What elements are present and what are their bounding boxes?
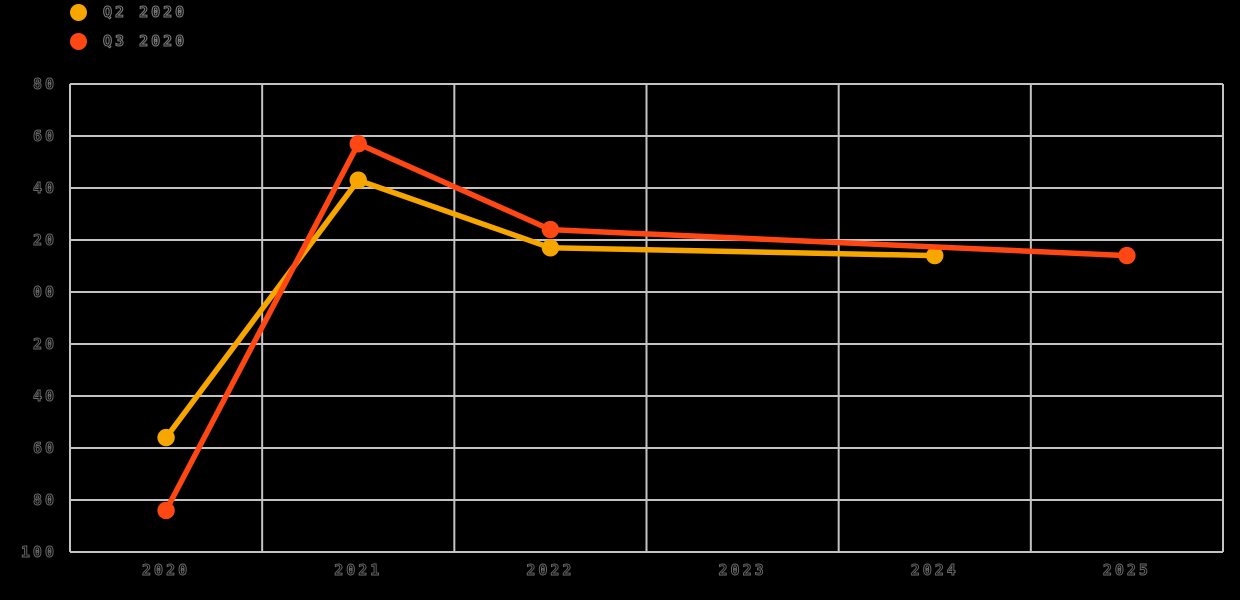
x-axis-tick-label: 2024 (911, 561, 959, 579)
x-axis-tick-label: 2023 (719, 561, 767, 579)
y-axis-tick-label: 60 (33, 127, 57, 145)
legend-item-q2-2020[interactable]: Q2 2020 (70, 3, 188, 22)
legend-item-q3-2020[interactable]: Q3 2020 (70, 32, 188, 51)
y-axis-tick-label: 20 (33, 335, 57, 353)
data-point-marker[interactable] (157, 428, 175, 447)
y-axis-tick-label: 100 (21, 543, 57, 561)
y-axis-tick-label: 80 (33, 491, 57, 509)
data-point-marker[interactable] (541, 239, 560, 257)
y-axis-tick-label: 60 (33, 439, 57, 457)
x-axis-tick-label: 2021 (334, 561, 382, 579)
data-point-marker[interactable] (1118, 246, 1136, 265)
series-line-q2-2020 (163, 177, 938, 441)
legend-label-q3-2020: Q3 2020 (102, 32, 188, 51)
x-axis-tick-label: 2020 (142, 561, 190, 579)
series-line-q3-2020 (163, 141, 1130, 514)
y-axis-tick-label: 20 (33, 231, 57, 249)
y-axis-tick-label: 40 (33, 179, 57, 197)
data-point-marker[interactable] (349, 135, 367, 153)
data-point-marker[interactable] (541, 220, 560, 239)
x-axis-tick-label: 2025 (1103, 561, 1151, 579)
y-axis-tick-label: 00 (33, 283, 57, 301)
chart-legend: Q2 2020 Q3 2020 (70, 3, 188, 51)
x-axis-tick-label: 2022 (526, 561, 574, 579)
data-point-marker[interactable] (926, 246, 944, 265)
data-point-marker[interactable] (349, 171, 367, 189)
legend-marker-q2-2020-icon (70, 3, 87, 21)
legend-label-q2-2020: Q2 2020 (102, 3, 188, 22)
data-point-marker[interactable] (157, 501, 175, 520)
legend-marker-q3-2020-icon (70, 32, 87, 50)
y-axis-tick-label: 80 (33, 75, 57, 93)
y-axis-tick-label: 40 (33, 387, 57, 405)
